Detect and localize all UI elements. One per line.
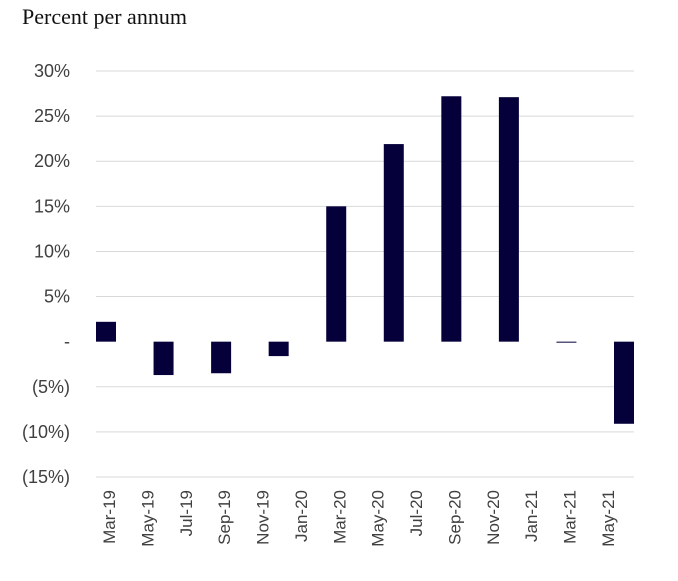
- bars: [96, 96, 634, 424]
- y-tick-label: 15%: [34, 196, 70, 216]
- y-tick-label: 25%: [34, 106, 70, 126]
- x-axis-ticks: Mar-19 May-19 Jul-19 Sep-19 Nov-19 Jan-20 Mar-…: [100, 490, 618, 547]
- chart-title: Percent per annum: [22, 4, 187, 29]
- y-tick-label: 30%: [34, 61, 70, 81]
- y-tick-label: (15%): [22, 467, 70, 487]
- y-axis-ticks: 30% 25% 20% 15% 10% 5% - (5%) (10%) (15%): [22, 61, 70, 487]
- x-tick-label: Mar-21: [561, 490, 580, 544]
- gridlines: [96, 70, 634, 478]
- bar: [153, 341, 174, 376]
- bar: [614, 341, 634, 424]
- x-tick-label: Jan-21: [522, 490, 541, 542]
- x-tick-label: Jul-20: [407, 490, 426, 536]
- y-tick-label: (5%): [32, 377, 70, 397]
- x-tick-label: Mar-20: [330, 490, 349, 544]
- bar: [441, 96, 462, 342]
- bar: [498, 97, 519, 342]
- y-tick-label: 20%: [34, 151, 70, 171]
- x-tick-label: May-19: [138, 490, 157, 547]
- x-tick-label: Nov-20: [484, 490, 503, 545]
- y-tick-label: 10%: [34, 241, 70, 261]
- x-tick-label: Nov-19: [254, 490, 273, 545]
- x-tick-label: Sep-20: [445, 490, 464, 545]
- y-tick-label: 5%: [44, 287, 70, 307]
- x-tick-label: May-21: [599, 490, 618, 547]
- y-tick-label: -: [64, 332, 70, 352]
- bar: [556, 341, 577, 343]
- x-tick-label: Jan-20: [292, 490, 311, 542]
- bar: [383, 144, 404, 342]
- x-tick-label: May-20: [369, 490, 388, 547]
- x-tick-label: Mar-19: [100, 490, 119, 544]
- x-tick-label: Sep-19: [215, 490, 234, 545]
- bar: [268, 341, 289, 357]
- y-tick-label: (10%): [22, 422, 70, 442]
- bar: [96, 321, 116, 342]
- bar: [326, 206, 347, 342]
- bar: [211, 341, 232, 374]
- x-tick-label: Jul-19: [177, 490, 196, 536]
